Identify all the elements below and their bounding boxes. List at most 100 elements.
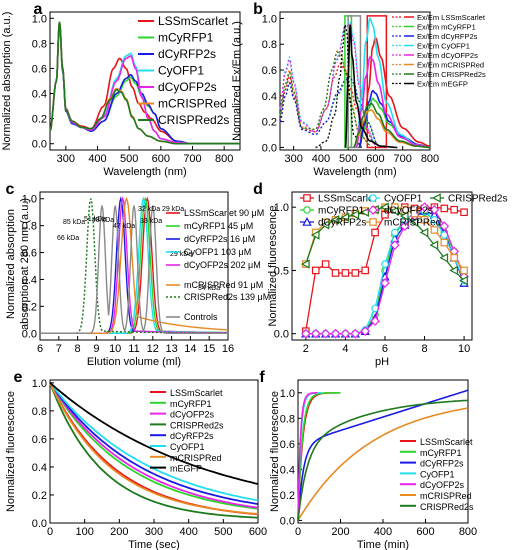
x-tick-label: 16: [222, 343, 234, 355]
data-point: [381, 210, 389, 219]
legend-label: CyOFP1: [384, 194, 423, 205]
y-tick-label: 0.4: [32, 89, 47, 101]
data-point: [439, 221, 450, 232]
data-point: [330, 328, 341, 339]
legend-label: CRISPRed2s: [420, 502, 474, 512]
series-line-LSSmScarlet: [297, 391, 341, 521]
data-point: [391, 228, 399, 237]
series-line-CRISPRed2s: [297, 399, 469, 521]
excitation-line: [315, 23, 363, 149]
data-point: [410, 209, 419, 218]
legend-label: mCRISPRed 91 μM: [184, 280, 263, 290]
marker-label: 29 kDa: [162, 206, 184, 213]
data-point: [311, 266, 320, 275]
data-point: [440, 204, 449, 213]
y-axis-label-e: Normalized fluorescence: [5, 391, 17, 512]
legend-label: dCyOFP2s: [158, 80, 217, 94]
y-tick-label: 0.6: [32, 434, 47, 446]
legend-label: Ex/Em mEGFP: [417, 80, 468, 89]
legend-label: mCRISPRed: [158, 97, 227, 111]
y-tick-label: 0.0: [262, 142, 277, 154]
data-point: [430, 226, 439, 234]
data-point: [459, 275, 468, 286]
marker-label: 47 kDa: [113, 223, 135, 230]
x-axis-label: Wavelength (nm): [103, 166, 186, 178]
x-tick-label: 400: [374, 526, 392, 538]
legend-label: Ex/Em mCyRFP1: [417, 23, 476, 32]
data-point: [360, 326, 371, 336]
panel-label-d: d: [253, 181, 263, 198]
y-tick-label: 0.8: [280, 413, 295, 425]
legend-label: LSSmScarlet 90 μM: [184, 208, 264, 218]
legend-label: dCyRFP2s: [170, 431, 214, 441]
y-tick-label: 0.0: [274, 329, 289, 341]
legend-marker: [303, 194, 311, 202]
data-point: [300, 259, 310, 269]
legend-label: dCyOFP2s: [170, 410, 215, 420]
data-point: [340, 212, 350, 223]
panel-label-e: e: [14, 369, 23, 386]
y-tick-label: 0.6: [280, 439, 295, 451]
y-axis-label-a: Normalized absorption (a.u.): [1, 12, 13, 151]
series-line-mCRISPRed: [49, 382, 259, 515]
excitation-line: [279, 75, 379, 146]
y-tick-label: 0.5: [274, 265, 289, 277]
series-line-dCyRFP2s: [49, 382, 259, 505]
data-point: [429, 204, 440, 215]
y-tick-label: 1.0: [280, 388, 295, 400]
series-line-Controls: [40, 205, 228, 334]
emission-line-Ex/Em mEGFP: [344, 24, 398, 149]
data-point: [350, 210, 360, 220]
data-point: [350, 328, 361, 339]
legend-label: dCyOFP2s: [384, 206, 433, 217]
y-tick-label: 0.4: [280, 464, 295, 476]
x-tick-label: 500: [120, 153, 138, 165]
data-point: [379, 202, 389, 212]
data-point: [321, 260, 330, 268]
legend-label: LSSmScarlet: [420, 437, 473, 447]
y-axis-label-c: Normalized absorption: [5, 209, 17, 319]
legend-marker: [432, 193, 441, 203]
y-tick-label: 0.0: [32, 518, 47, 530]
x-tick-label: 7: [56, 343, 62, 355]
legend-label: LSSmScarlet: [170, 388, 223, 398]
data-point: [439, 253, 449, 263]
y-tick-label: 0.2: [32, 490, 47, 502]
legend-label: dCyRFP2s: [318, 218, 366, 229]
x-axis-label: pH: [375, 356, 389, 368]
y-tick-label: 1.0: [262, 13, 277, 25]
x-tick-label: 300: [57, 153, 75, 165]
series-line-mCyRFP1: [49, 382, 259, 510]
x-axis-label: Wavelength (nm): [313, 166, 396, 178]
legend-marker: [369, 194, 377, 202]
y-tick-label: 1.0: [32, 13, 47, 25]
series-line-mCyRFP1: [297, 391, 341, 521]
y-tick-label: 0.4: [22, 274, 37, 286]
data-point: [440, 238, 449, 247]
series-line-dCyOFP2s: [49, 382, 259, 509]
y-tick-label: 0.2: [32, 114, 47, 126]
marker-label: 48 kDa: [92, 217, 114, 224]
x-tick-label: 400: [88, 153, 106, 165]
plot-frame: [49, 11, 241, 151]
data-point: [430, 216, 439, 224]
series-line-CyOFP1: [49, 382, 259, 502]
legend-label: mEGFP: [170, 464, 202, 474]
data-point: [420, 216, 429, 224]
legend-label: Ex/Em dCyRFP2s: [417, 32, 478, 41]
legend-label: CyOFP1: [420, 469, 455, 479]
legend-label: mCRISPRed: [170, 453, 222, 463]
data-point: [381, 260, 389, 268]
x-tick-label: 2: [303, 343, 309, 355]
y-tick-label: 0.2: [262, 117, 277, 129]
x-axis-label: Time (sec): [128, 539, 180, 550]
data-point: [351, 269, 360, 277]
y-axis-label-d: Normalized fluorescence: [267, 205, 279, 326]
x-tick-label: 13: [165, 343, 177, 355]
data-point: [389, 206, 399, 216]
legend-marker: [303, 206, 311, 214]
plot-frame: [279, 11, 431, 151]
panel-label-b: b: [253, 1, 263, 18]
x-tick-label: 100: [75, 526, 93, 538]
legend-label: CyOFP1: [158, 64, 204, 78]
